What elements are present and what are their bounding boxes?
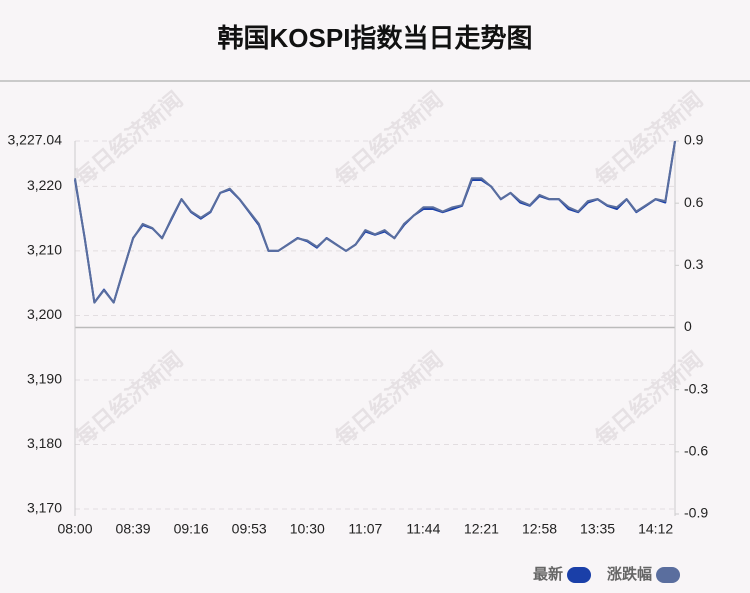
y-tick-label: 3,220 bbox=[27, 177, 62, 193]
x-tick-label: 14:12 bbox=[638, 521, 673, 537]
y2-tick-label: -0.6 bbox=[684, 443, 708, 459]
y2-tick-label: 0.9 bbox=[684, 132, 704, 148]
x-tick-label: 08:00 bbox=[57, 521, 92, 537]
y-tick-label: 3,227.04 bbox=[8, 132, 63, 148]
y2-tick-label: 0.3 bbox=[684, 256, 704, 272]
legend-swatch bbox=[567, 567, 592, 583]
y2-tick-label: -0.9 bbox=[684, 505, 708, 521]
y-tick-label: 3,170 bbox=[27, 500, 62, 516]
y-tick-label: 3,200 bbox=[27, 306, 62, 322]
legend-label: 涨跌幅 bbox=[607, 565, 652, 583]
y2-tick-label: 0.6 bbox=[684, 194, 704, 210]
x-tick-label: 11:44 bbox=[406, 521, 440, 537]
y-tick-label: 3,190 bbox=[27, 371, 62, 387]
x-tick-label: 11:07 bbox=[348, 521, 382, 537]
x-tick-label: 12:58 bbox=[522, 521, 557, 537]
y2-tick-label: -0.3 bbox=[684, 380, 708, 396]
x-tick-label: 08:39 bbox=[116, 521, 151, 537]
y-tick-label: 3,210 bbox=[27, 242, 62, 258]
chart-title: 韩国KOSPI指数当日走势图 bbox=[218, 23, 533, 53]
y-tick-label: 3,180 bbox=[27, 435, 62, 451]
x-tick-label: 13:35 bbox=[580, 521, 615, 537]
series-line bbox=[74, 140, 676, 304]
legend-swatch bbox=[656, 567, 681, 583]
legend-label: 最新 bbox=[533, 565, 563, 583]
x-tick-label: 09:16 bbox=[174, 521, 209, 537]
x-tick-label: 09:53 bbox=[232, 521, 267, 537]
y2-tick-label: 0 bbox=[684, 318, 692, 334]
x-tick-label: 12:21 bbox=[464, 521, 499, 537]
x-tick-label: 10:30 bbox=[290, 521, 325, 537]
